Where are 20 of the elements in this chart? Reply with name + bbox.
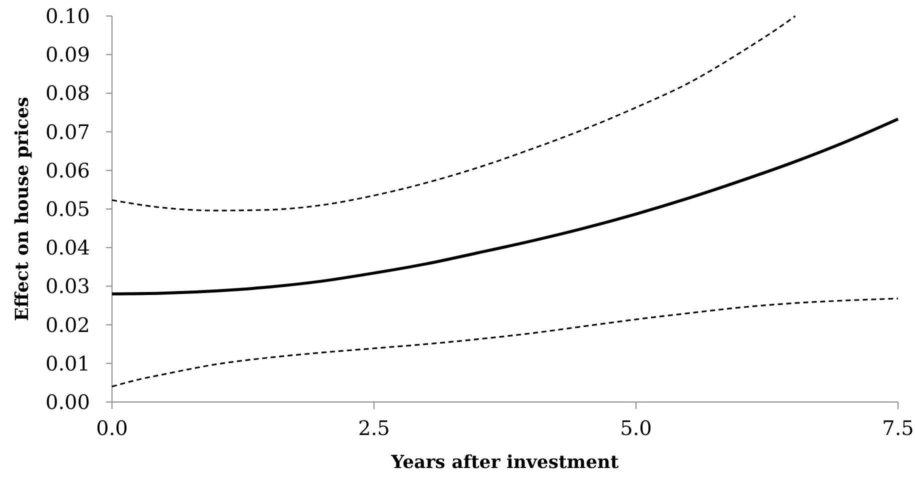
line-series (110, 118, 900, 296)
x-tick-label: 2.5 (358, 416, 390, 440)
y-tick-label: 0.08 (45, 81, 90, 106)
y-axis-title: Effect on house prices (12, 96, 33, 322)
y-tick-label: 0.06 (45, 158, 90, 182)
y-tick-label: 0.04 (45, 236, 90, 260)
y-tick-label: 0.01 (45, 351, 90, 376)
y-tick-label: 0.00 (45, 390, 90, 414)
line-series (111, 15, 796, 212)
x-tick-label: 0.0 (96, 416, 128, 440)
y-tick-label: 0.09 (45, 42, 90, 67)
x-tick-label: 7.5 (882, 416, 914, 440)
line-series (111, 298, 899, 388)
y-tick-label: 0.03 (45, 274, 90, 298)
y-tick-label: 0.10 (45, 4, 90, 28)
x-axis-title: Years after investment (390, 452, 620, 473)
x-tick-label: 5.0 (620, 416, 652, 440)
y-tick-label: 0.05 (45, 197, 90, 221)
y-tick-label: 0.02 (45, 312, 90, 337)
y-tick-label: 0.07 (45, 120, 90, 144)
